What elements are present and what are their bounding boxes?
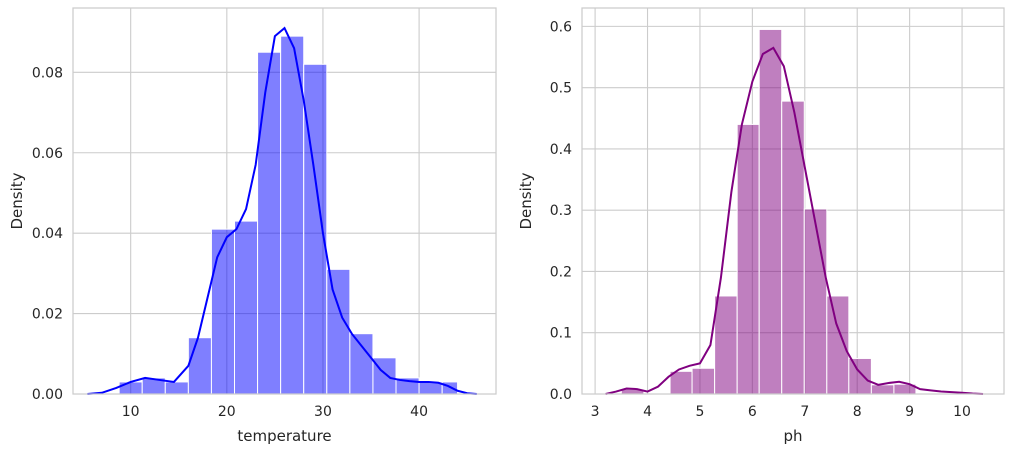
histogram-bar bbox=[118, 381, 143, 395]
histogram-bars bbox=[118, 35, 459, 395]
y-tick-label: 0.1 bbox=[550, 326, 572, 342]
temperature-histogram-panel: 10 20 30 40 0.00 0.02 0.04 0.06 0.08 temperatur… bbox=[8, 7, 497, 445]
histogram-bar bbox=[349, 333, 374, 395]
x-tick-label: 10 bbox=[953, 404, 971, 420]
histogram-bar bbox=[187, 337, 212, 395]
y-tick-labels: 0.0 0.1 0.2 0.3 0.4 0.5 0.6 bbox=[550, 19, 572, 403]
histogram-bar bbox=[736, 123, 760, 395]
histogram-bar bbox=[758, 28, 783, 395]
y-tick-labels: 0.00 0.02 0.04 0.06 0.08 bbox=[32, 65, 63, 403]
histogram-bar bbox=[848, 357, 872, 395]
histogram-bar bbox=[669, 370, 693, 395]
y-tick-label: 0.04 bbox=[32, 226, 63, 242]
x-tick-label: 6 bbox=[748, 404, 757, 420]
y-tick-label: 0.4 bbox=[550, 142, 572, 158]
histogram-bar bbox=[714, 295, 738, 395]
y-tick-label: 0.06 bbox=[32, 146, 63, 162]
x-tick-labels: 3 4 5 6 7 8 9 10 bbox=[591, 404, 971, 420]
histogram-bar bbox=[164, 381, 189, 395]
x-tick-label: 3 bbox=[591, 404, 600, 420]
kde-curve bbox=[87, 26, 477, 395]
y-tick-label: 0.00 bbox=[32, 387, 63, 403]
x-tick-label: 30 bbox=[314, 404, 332, 420]
histogram-bar bbox=[691, 367, 716, 395]
y-axis-label: Density bbox=[517, 172, 535, 229]
histogram-bar bbox=[257, 51, 282, 395]
histogram-bars bbox=[620, 28, 917, 395]
histogram-bar bbox=[210, 228, 236, 395]
x-axis-label: ph bbox=[783, 427, 802, 445]
histogram-bar bbox=[234, 220, 259, 395]
x-tick-label: 5 bbox=[695, 404, 704, 420]
y-tick-label: 0.0 bbox=[550, 387, 572, 403]
x-tick-labels: 10 20 30 40 bbox=[122, 404, 428, 420]
histogram-bar bbox=[826, 295, 850, 395]
y-tick-label: 0.6 bbox=[550, 19, 572, 35]
histogram-bar bbox=[803, 208, 828, 395]
histogram-bar bbox=[326, 268, 351, 395]
y-tick-label: 0.5 bbox=[550, 81, 572, 97]
y-axis-label: Density bbox=[8, 172, 26, 229]
histogram-bar bbox=[870, 384, 895, 395]
x-tick-label: 4 bbox=[643, 404, 652, 420]
histogram-bar bbox=[280, 35, 305, 395]
x-tick-label: 40 bbox=[410, 404, 428, 420]
ph-histogram-panel: 3 4 5 6 7 8 9 10 0.0 0.1 0.2 0.3 0.4 0.5 0.6 ph Densi… bbox=[517, 7, 1005, 445]
x-tick-label: 8 bbox=[853, 404, 862, 420]
x-tick-label: 20 bbox=[218, 404, 236, 420]
x-axis-label: temperature bbox=[237, 427, 331, 445]
x-tick-label: 10 bbox=[122, 404, 140, 420]
y-tick-label: 0.08 bbox=[32, 65, 63, 81]
plot-frame bbox=[581, 7, 1005, 395]
kde-curve bbox=[605, 46, 984, 395]
y-tick-label: 0.2 bbox=[550, 264, 572, 280]
plot-frame bbox=[72, 7, 497, 395]
y-tick-label: 0.02 bbox=[32, 307, 63, 323]
x-tick-label: 7 bbox=[800, 404, 809, 420]
x-tick-label: 9 bbox=[905, 404, 914, 420]
y-tick-label: 0.3 bbox=[550, 203, 572, 219]
